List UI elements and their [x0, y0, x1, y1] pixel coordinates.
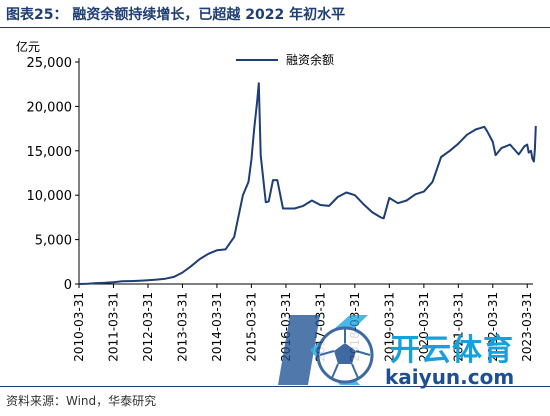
y-tick-label: 0	[64, 278, 72, 293]
y-tick-label: 5,000	[35, 234, 72, 249]
legend-label: 融资余额	[286, 52, 334, 67]
watermark-logo	[278, 315, 374, 385]
series-line-margin-balance	[78, 82, 537, 285]
x-tick-label: 2022-03-31	[486, 292, 500, 362]
y-tick-label: 10,000	[27, 189, 73, 204]
x-tick-label: 2014-03-31	[210, 292, 224, 362]
x-tick-label: 2012-03-31	[141, 292, 155, 362]
y-axis-ticks: 0 5,000 10,000 15,000 20,000 25,000	[27, 56, 79, 293]
watermark-brand: 开云体育	[390, 333, 514, 368]
y-tick-label: 25,000	[27, 56, 73, 71]
axes	[78, 58, 533, 285]
source-rule	[0, 386, 550, 387]
legend: 融资余额	[236, 52, 334, 67]
y-tick-label: 20,000	[27, 100, 73, 115]
figure-title: 图表25： 融资余额持续增长，已超越 2022 年初水平	[6, 7, 346, 23]
x-tick-label: 2019-03-31	[382, 292, 396, 362]
x-tick-label: 2013-03-31	[175, 292, 189, 362]
soccer-ball-k-logo-icon	[278, 315, 374, 385]
y-axis-label: 亿元	[16, 39, 40, 54]
x-tick-label: 2011-03-31	[106, 292, 120, 362]
x-tick-label: 2010-03-31	[72, 292, 86, 362]
x-tick-label: 2023-03-31	[520, 292, 534, 362]
x-tick-label: 2020-03-31	[417, 292, 431, 362]
source-note: 资料来源：Wind，华泰研究	[6, 394, 157, 408]
y-tick-label: 15,000	[27, 145, 73, 160]
title-rule	[0, 27, 550, 28]
series-layer	[78, 82, 537, 285]
x-tick-label: 2021-03-31	[451, 292, 465, 362]
watermark-url: kaiyun.com	[385, 365, 515, 389]
x-tick-label: 2015-03-31	[244, 292, 258, 362]
